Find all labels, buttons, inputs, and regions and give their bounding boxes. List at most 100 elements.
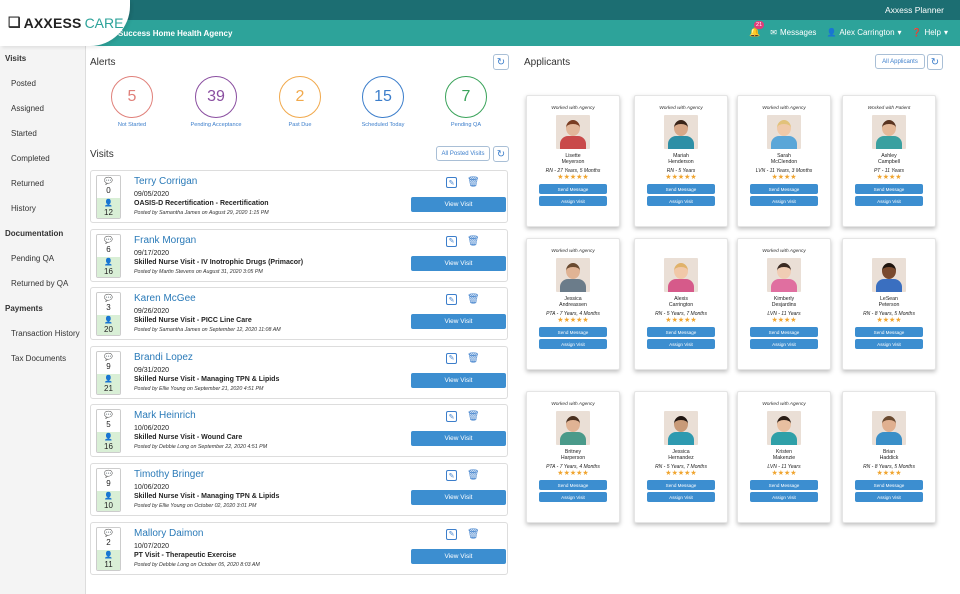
edit-icon[interactable]: ✎	[446, 294, 457, 306]
view-visit-button[interactable]: View Visit	[411, 490, 506, 505]
message-count[interactable]: 💬 0	[97, 176, 120, 198]
view-visit-button[interactable]: View Visit	[411, 314, 506, 330]
edit-icon[interactable]: ✎	[446, 352, 457, 364]
help-menu[interactable]: ❓ Help ▾	[912, 28, 948, 37]
patient-name-link[interactable]: Terry Corrigan	[134, 176, 198, 187]
assign-visit-button[interactable]: Assign Visit	[855, 339, 923, 349]
applicant-count[interactable]: 👤 10	[97, 491, 120, 511]
all-posted-visits-button[interactable]: All Posted Visits	[436, 146, 490, 161]
applicant-count[interactable]: 👤 16	[97, 432, 120, 453]
assign-visit-button[interactable]: Assign Visit	[750, 339, 818, 349]
applicant-count[interactable]: 👤 16	[97, 256, 120, 277]
send-message-button[interactable]: Send Message	[855, 327, 923, 337]
message-count[interactable]: 💬 3	[97, 293, 120, 316]
send-message-button[interactable]: Send Message	[647, 480, 715, 490]
applicant-history-tag	[843, 249, 935, 254]
sidebar-item-completed[interactable]: Completed	[11, 154, 50, 163]
comment-icon: 💬	[104, 178, 113, 185]
trash-icon[interactable]: 🗑	[467, 294, 480, 306]
assign-visit-button[interactable]: Assign Visit	[855, 196, 923, 206]
sidebar-item-returned-by-qa[interactable]: Returned by QA	[11, 279, 69, 288]
sidebar-item-tax-documents[interactable]: Tax Documents	[11, 354, 67, 363]
alert-not-started[interactable]: 5 Not Started	[90, 76, 174, 128]
message-count[interactable]: 💬 5	[97, 410, 120, 433]
patient-name-link[interactable]: Timothy Bringer	[134, 469, 205, 480]
view-visit-button[interactable]: View Visit	[411, 372, 506, 388]
assign-visit-button[interactable]: Assign Visit	[750, 492, 818, 502]
send-message-button[interactable]: Send Message	[750, 327, 818, 337]
visit-type: Skilled Nurse Visit - IV Inotrophic Drug…	[134, 258, 304, 266]
trash-icon[interactable]: 🗑	[467, 528, 480, 540]
trash-icon[interactable]: 🗑	[467, 235, 480, 247]
alert-past-due[interactable]: 2 Past Due	[258, 76, 342, 128]
assign-visit-button[interactable]: Assign Visit	[647, 492, 715, 502]
sidebar-item-posted[interactable]: Posted	[11, 79, 36, 88]
send-message-button[interactable]: Send Message	[750, 184, 818, 194]
send-message-button[interactable]: Send Message	[855, 184, 923, 194]
applicants-refresh-button[interactable]: ↻	[927, 54, 943, 70]
message-count[interactable]: 💬 9	[97, 469, 120, 491]
patient-name-link[interactable]: Karen McGee	[134, 293, 196, 305]
applicant-photo	[872, 115, 906, 149]
send-message-button[interactable]: Send Message	[539, 327, 607, 337]
logo-area[interactable]: ❑ AXXESS CARE	[0, 0, 130, 46]
send-message-button[interactable]: Send Message	[647, 184, 715, 194]
edit-icon[interactable]: ✎	[446, 470, 457, 481]
patient-name-link[interactable]: Mark Heinrich	[134, 410, 196, 422]
edit-icon[interactable]: ✎	[446, 235, 457, 247]
alert-count: 2	[279, 76, 321, 118]
message-count-value: 6	[106, 244, 111, 254]
visits-refresh-button[interactable]: ↻	[493, 146, 509, 162]
assign-visit-button[interactable]: Assign Visit	[647, 196, 715, 206]
applicant-count[interactable]: 👤 12	[97, 198, 120, 218]
assign-visit-button[interactable]: Assign Visit	[647, 339, 715, 349]
trash-icon[interactable]: 🗑	[467, 470, 480, 481]
sidebar-item-returned[interactable]: Returned	[11, 179, 44, 188]
alert-pending-acceptance[interactable]: 39 Pending Acceptance	[174, 76, 258, 128]
send-message-button[interactable]: Send Message	[855, 480, 923, 490]
assign-visit-button[interactable]: Assign Visit	[855, 492, 923, 502]
notifications-button[interactable]: 🔔 21	[749, 21, 765, 38]
user-menu[interactable]: 👤 Alex Carrington ▾	[826, 28, 901, 37]
alerts-refresh-button[interactable]: ↻	[493, 54, 509, 70]
sidebar-item-history[interactable]: History	[11, 204, 36, 213]
assign-visit-button[interactable]: Assign Visit	[539, 196, 607, 206]
patient-name-link[interactable]: Mallory Daimon	[134, 527, 204, 539]
message-count[interactable]: 💬 2	[97, 527, 120, 550]
caret-down-icon: ▾	[897, 28, 902, 37]
assign-visit-button[interactable]: Assign Visit	[539, 492, 607, 502]
send-message-button[interactable]: Send Message	[539, 480, 607, 490]
trash-icon[interactable]: 🗑	[467, 352, 480, 364]
trash-icon[interactable]: 🗑	[467, 177, 480, 188]
assign-visit-button[interactable]: Assign Visit	[539, 339, 607, 349]
view-visit-button[interactable]: View Visit	[411, 431, 506, 447]
edit-icon[interactable]: ✎	[446, 528, 457, 540]
applicant-count[interactable]: 👤 20	[97, 315, 120, 336]
patient-name-link[interactable]: Frank Morgan	[134, 234, 197, 246]
message-count[interactable]: 💬 6	[97, 234, 120, 257]
sidebar-item-transaction-history[interactable]: Transaction History	[11, 329, 80, 338]
view-visit-button[interactable]: View Visit	[411, 255, 506, 271]
edit-icon[interactable]: ✎	[446, 177, 457, 188]
send-message-button[interactable]: Send Message	[750, 480, 818, 490]
assign-visit-button[interactable]: Assign Visit	[750, 196, 818, 206]
edit-icon[interactable]: ✎	[446, 411, 457, 423]
alert-scheduled-today[interactable]: 15 Scheduled Today	[341, 76, 425, 128]
patient-name-link[interactable]: Brandi Lopez	[134, 351, 193, 363]
applicant-count[interactable]: 👤 11	[97, 549, 120, 570]
alert-pending-qa[interactable]: 7 Pending QA	[424, 76, 508, 128]
sidebar-item-started[interactable]: Started	[11, 129, 37, 138]
message-count[interactable]: 💬 9	[97, 351, 120, 374]
applicant-count[interactable]: 👤 21	[97, 373, 120, 394]
send-message-button[interactable]: Send Message	[539, 184, 607, 194]
planner-link[interactable]: Axxess Planner	[884, 5, 944, 15]
trash-icon[interactable]: 🗑	[467, 411, 480, 423]
messages-button[interactable]: ✉ Messages	[770, 28, 816, 37]
send-message-button[interactable]: Send Message	[647, 327, 715, 337]
view-visit-button[interactable]: View Visit	[411, 197, 506, 212]
visit-type: Skilled Nurse Visit - PICC Line Care	[134, 317, 252, 325]
sidebar-item-assigned[interactable]: Assigned	[11, 104, 44, 113]
all-applicants-button[interactable]: All Applicants	[875, 54, 925, 69]
view-visit-button[interactable]: View Visit	[411, 548, 506, 564]
sidebar-item-pending-qa[interactable]: Pending QA	[11, 254, 55, 263]
